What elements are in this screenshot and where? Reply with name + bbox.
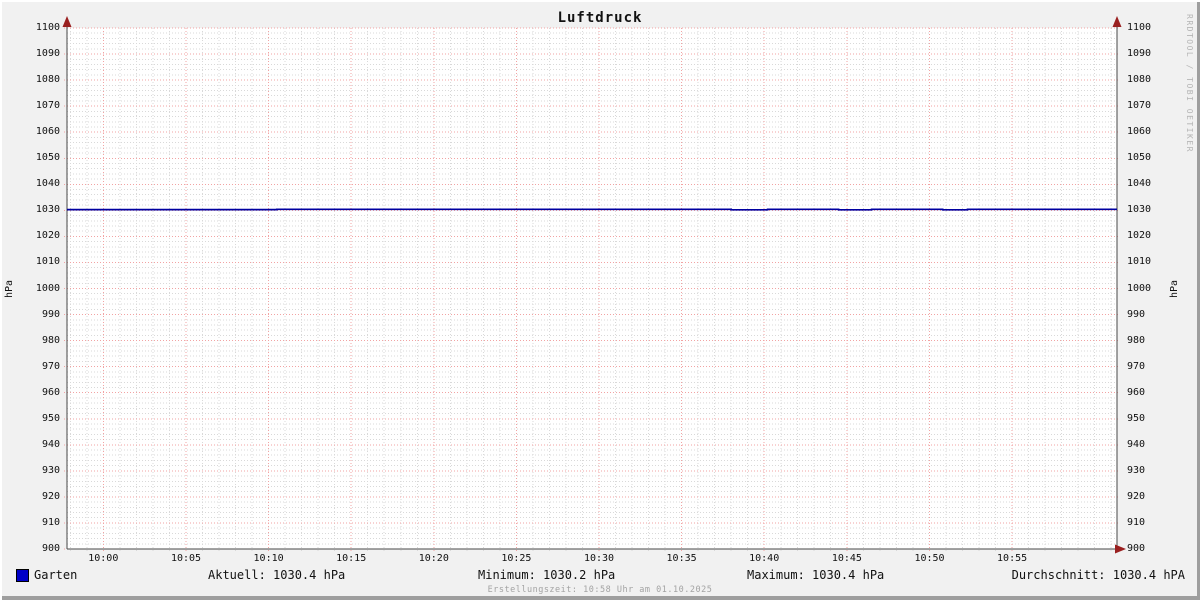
- series-color-swatch: [16, 569, 29, 582]
- y-tick-label-left: 1100: [35, 22, 60, 33]
- y-tick-label-right: 970: [1127, 360, 1146, 372]
- y-tick-label-left: 930: [41, 464, 60, 476]
- stat-current: Aktuell: 1030.4 hPa: [208, 568, 346, 582]
- y-tick-label-right: 1040: [1127, 178, 1152, 190]
- y-tick-label-right: 1090: [1127, 48, 1152, 60]
- stat-maximum: Maximum: 1030.4 hPa: [747, 568, 885, 582]
- y-tick-label-right: 980: [1127, 334, 1146, 346]
- x-tick-label: 10:45: [831, 553, 862, 564]
- x-tick-label: 10:20: [418, 553, 449, 564]
- y-tick-label-left: 1010: [35, 256, 60, 268]
- y-tick-label-right: 920: [1127, 490, 1146, 502]
- y-tick-label-left: 950: [41, 412, 60, 424]
- y-tick-label-right: 940: [1127, 438, 1146, 450]
- x-tick-label: 10:50: [914, 553, 945, 564]
- y-tick-label-left: 1020: [35, 230, 60, 242]
- y-tick-label-left: 990: [41, 308, 60, 320]
- y-tick-label-left: 1080: [35, 74, 60, 86]
- y-tick-label-right: 1080: [1127, 74, 1152, 86]
- rrdtool-watermark: RRDTOOL / TOBI OETIKER: [1185, 14, 1194, 153]
- y-tick-label-right: 960: [1127, 386, 1146, 398]
- y-tick-label-left: 1070: [35, 100, 60, 112]
- y-tick-label-left: 970: [41, 360, 60, 372]
- y-tick-label-right: 930: [1127, 464, 1146, 476]
- y-tick-label-right: 1020: [1127, 230, 1152, 242]
- y-tick-label-left: 1060: [35, 126, 60, 138]
- chart-title: Luftdruck: [557, 10, 643, 26]
- y-tick-label-left: 900: [41, 543, 60, 554]
- y-tick-label-left: 960: [41, 386, 60, 398]
- stat-minimum: Minimum: 1030.2 hPa: [478, 568, 616, 582]
- y-tick-label-left: 1090: [35, 48, 60, 60]
- x-tick-label: 10:40: [749, 553, 780, 564]
- y-tick-label-left: 1040: [35, 178, 60, 190]
- x-tick-label: 10:30: [583, 553, 615, 564]
- stat-average: Durchschnitt: 1030.4 hPA: [1011, 568, 1185, 582]
- y-tick-label-right: 1070: [1127, 100, 1152, 112]
- y-tick-label-right: 1030: [1127, 204, 1152, 216]
- series-line-garten: [67, 208, 1117, 211]
- legend-row: Garten Aktuell: 1030.4 hPa Minimum: 1030…: [0, 568, 1200, 584]
- y-tick-label-right: 1060: [1127, 126, 1152, 138]
- y-tick-label-right: 1010: [1127, 256, 1152, 268]
- y-tick-label-right: 1000: [1127, 282, 1152, 294]
- y-tick-label-left: 1000: [35, 282, 60, 294]
- y-axis-unit-right: hPa: [1169, 279, 1180, 299]
- y-tick-label-left: 1050: [35, 152, 60, 164]
- x-tick-label: 10:00: [88, 553, 119, 564]
- y-tick-label-right: 900: [1127, 543, 1146, 554]
- y-tick-label-left: 910: [41, 516, 60, 528]
- x-tick-label: 10:35: [666, 553, 697, 564]
- x-tick-label: 10:15: [336, 553, 367, 564]
- creation-timestamp: Erstellungszeit: 10:58 Uhr am 01.10.2025: [487, 585, 713, 595]
- y-tick-label-left: 1030: [35, 204, 60, 216]
- y-tick-label-right: 1100: [1127, 22, 1152, 33]
- y-tick-label-right: 910: [1127, 516, 1146, 528]
- y-tick-label-left: 980: [41, 334, 60, 346]
- series-label: Garten: [34, 568, 78, 582]
- y-tick-label-right: 990: [1127, 308, 1146, 320]
- y-tick-label-left: 920: [41, 490, 60, 502]
- x-tick-label: 10:10: [253, 553, 284, 564]
- y-tick-label-right: 950: [1127, 412, 1146, 424]
- x-tick-label: 10:05: [170, 553, 202, 564]
- y-tick-label-left: 940: [41, 438, 60, 450]
- y-axis-unit-left: hPa: [4, 279, 15, 299]
- x-tick-label: 10:25: [501, 553, 532, 564]
- y-tick-label-right: 1050: [1127, 152, 1152, 164]
- x-tick-label: 10:55: [997, 553, 1028, 564]
